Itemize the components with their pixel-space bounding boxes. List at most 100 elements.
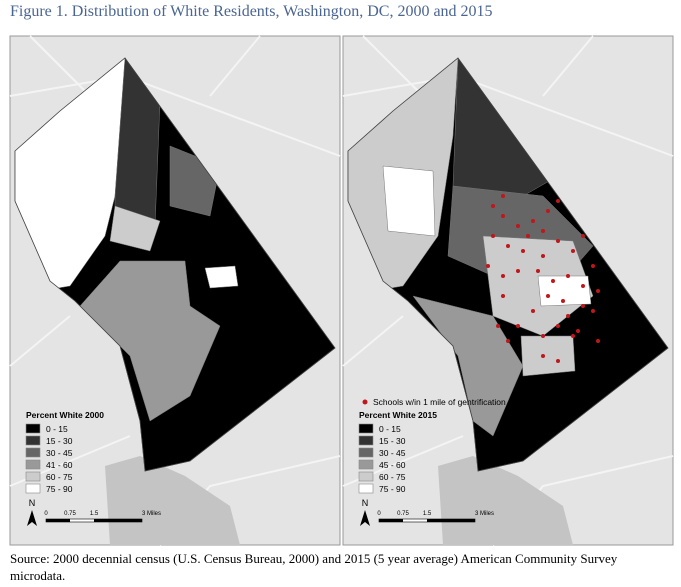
legend-swatch <box>358 435 374 446</box>
school-point <box>526 234 530 238</box>
school-point <box>596 339 600 343</box>
north-arrow <box>27 510 37 526</box>
road <box>9 315 71 367</box>
school-point <box>556 324 560 328</box>
figure-title: Figure 1. Distribution of White Resident… <box>10 3 493 20</box>
river <box>105 456 240 545</box>
river <box>438 456 573 545</box>
tract-area <box>520 335 576 377</box>
tract-area <box>204 265 239 289</box>
school-point <box>541 334 545 338</box>
legend-label: 15 - 30 <box>46 436 73 446</box>
north-label: N <box>29 498 36 508</box>
map-panel: Schools w/in 1 mile of gentrification Per… <box>342 35 674 546</box>
school-point <box>546 294 550 298</box>
school-point <box>506 244 510 248</box>
legend-swatch <box>25 423 41 434</box>
school-point <box>581 304 585 308</box>
school-point <box>516 324 520 328</box>
north-label: N <box>362 498 369 508</box>
legend-swatch <box>25 447 41 458</box>
school-point <box>531 219 535 223</box>
school-point <box>591 264 595 268</box>
school-point <box>516 269 520 273</box>
school-point <box>571 249 575 253</box>
school-point <box>596 289 600 293</box>
legend-swatch <box>358 447 374 458</box>
school-point <box>541 254 545 258</box>
legend-swatch <box>25 435 41 446</box>
legend-label: 41 - 60 <box>46 460 73 470</box>
school-point <box>581 234 585 238</box>
school-point <box>491 204 495 208</box>
tract-area <box>382 165 436 237</box>
school-point <box>546 209 550 213</box>
tract-area <box>109 205 161 252</box>
legend-label: 75 - 90 <box>379 484 406 494</box>
road <box>542 35 594 97</box>
legend-label: 75 - 90 <box>46 484 73 494</box>
school-point <box>491 234 495 238</box>
school-point <box>486 264 490 268</box>
legend-swatch <box>358 471 374 482</box>
legend-label: 0 - 15 <box>379 424 401 434</box>
school-point <box>576 329 580 333</box>
tract-area <box>537 275 592 307</box>
school-point <box>591 309 595 313</box>
school-point <box>581 284 585 288</box>
school-point <box>556 239 560 243</box>
scale-label: 0.75 <box>64 511 76 517</box>
school-point <box>531 309 535 313</box>
scale-label: 0.75 <box>397 511 409 517</box>
scale-label: 0 <box>44 511 48 517</box>
school-point <box>566 274 570 278</box>
school-point <box>541 229 545 233</box>
school-point <box>506 339 510 343</box>
school-point <box>571 334 575 338</box>
school-point <box>556 199 560 203</box>
school-point <box>566 314 570 318</box>
scale-label: 3 Miles <box>475 511 494 517</box>
north-arrow <box>360 510 370 526</box>
legend-swatch <box>25 483 41 494</box>
road <box>209 35 261 97</box>
school-point <box>561 299 565 303</box>
school-point <box>501 294 505 298</box>
legend-label: 30 - 45 <box>46 448 73 458</box>
school-point <box>501 214 505 218</box>
school-point <box>521 249 525 253</box>
legend-swatch <box>358 423 374 434</box>
points-legend-label: Schools w/in 1 mile of gentrification <box>373 397 506 407</box>
map-panel: Percent White 2000 0 - 15 15 - 30 30 - 45 41… <box>9 35 341 546</box>
legend-swatch <box>25 471 41 482</box>
source-note: Source: 2000 decennial census (U.S. Cens… <box>10 551 618 583</box>
scale-label: 0 <box>377 511 381 517</box>
scale-label: 1.5 <box>90 511 99 517</box>
legend-label: 0 - 15 <box>46 424 68 434</box>
legend-label: 60 - 75 <box>379 472 406 482</box>
school-point <box>496 324 500 328</box>
scale-bar-seg <box>379 519 403 522</box>
district-outline <box>347 57 669 472</box>
legend-swatch <box>358 459 374 470</box>
road <box>342 315 404 367</box>
legend-title: Percent White 2015 <box>359 410 437 420</box>
legend-label: 45 - 60 <box>379 460 406 470</box>
legend-swatch <box>358 483 374 494</box>
legend-label: 15 - 30 <box>379 436 406 446</box>
tracts <box>15 58 239 422</box>
scale-bar-seg <box>94 519 142 522</box>
maps: Percent White 2000 0 - 15 15 - 30 30 - 45 41… <box>9 35 674 546</box>
school-point <box>501 274 505 278</box>
legend-label: 30 - 45 <box>379 448 406 458</box>
legend-title: Percent White 2000 <box>26 410 104 420</box>
district-outline <box>14 57 336 472</box>
school-point <box>501 194 505 198</box>
scale-bar-seg <box>46 519 70 522</box>
tract-area <box>412 295 524 437</box>
school-point <box>536 269 540 273</box>
school-point <box>551 279 555 283</box>
points-legend-symbol <box>362 399 368 405</box>
legend-label: 60 - 75 <box>46 472 73 482</box>
